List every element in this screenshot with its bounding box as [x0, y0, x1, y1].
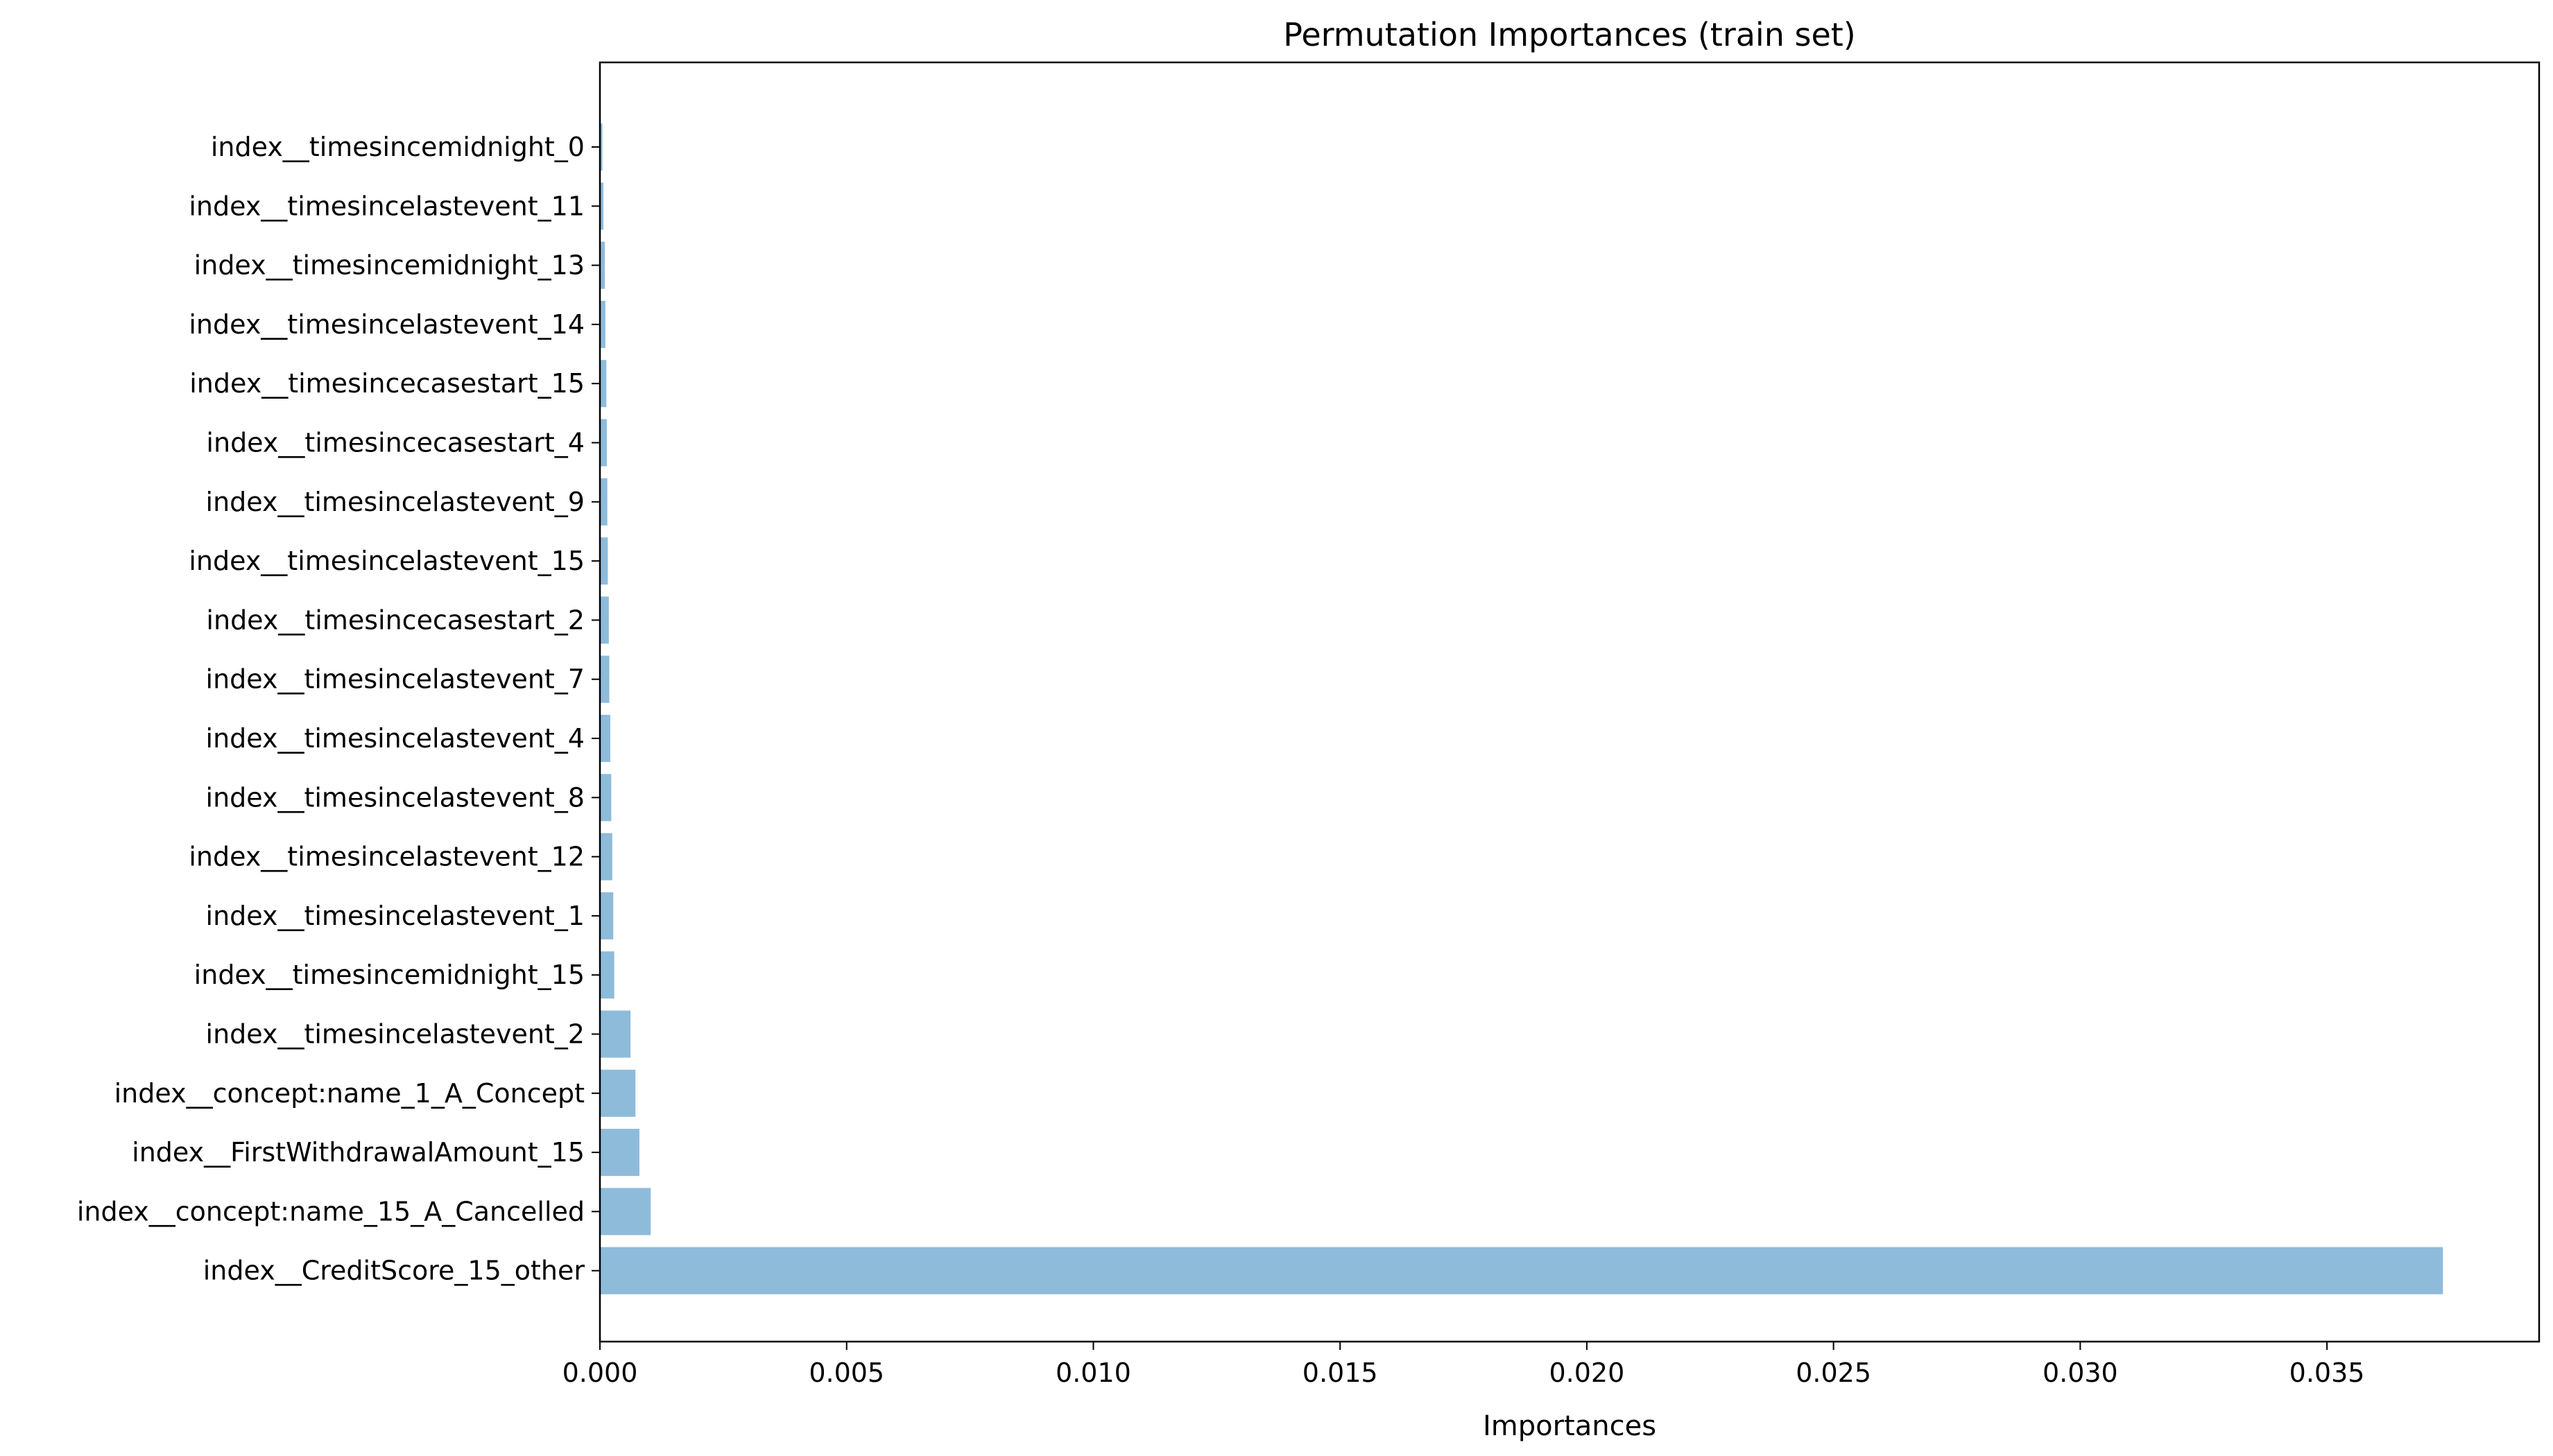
plot-frame: [599, 61, 2541, 1343]
x-axis-label: Importances: [1483, 1410, 1656, 1442]
y-tick-label: index__timesincelastevent_14: [189, 309, 585, 340]
y-axis: index__timesincemidnight_0 index__timesin…: [77, 132, 600, 1286]
bar-18: [600, 1188, 651, 1236]
bar-3: [600, 300, 605, 348]
y-tick-label: index__concept:name_1_A_Concept: [114, 1078, 585, 1109]
bar-1: [600, 182, 603, 230]
bar-6: [600, 478, 608, 526]
y-tick-label: index__FirstWithdrawalAmount_15: [132, 1137, 585, 1168]
x-tick-label: 0.025: [1796, 1358, 1871, 1388]
bar-5: [600, 419, 607, 467]
y-tick-label: index__timesincelastevent_2: [206, 1019, 585, 1050]
x-tick-label: 0.005: [809, 1358, 884, 1388]
y-tick-label: index__timesincecasestart_2: [206, 605, 585, 635]
bar-2: [600, 241, 605, 289]
bar-12: [600, 833, 612, 881]
y-tick-label: index__timesincemidnight_0: [211, 132, 585, 162]
y-tick-label: index__CreditScore_15_other: [203, 1256, 585, 1286]
y-tick-label: index__timesincelastevent_9: [206, 487, 585, 517]
bar-7: [600, 537, 608, 585]
y-tick-label: index__timesincecasestart_15: [189, 368, 585, 399]
y-tick-label: index__timesincelastevent_1: [206, 901, 585, 931]
y-tick-label: index__timesincelastevent_12: [189, 842, 585, 872]
bar-13: [600, 892, 614, 939]
bar-9: [600, 655, 610, 703]
y-tick-label: index__timesincelastevent_4: [206, 723, 585, 754]
y-tick-label: index__timesincelastevent_15: [189, 546, 585, 576]
y-tick-label: index__concept:name_15_A_Cancelled: [77, 1196, 585, 1227]
x-axis: 0.000 0.005 0.010 0.015 0.020 0.025 0.030 0.035: [562, 1342, 2365, 1388]
bar-4: [600, 360, 607, 408]
x-tick-label: 0.020: [1549, 1358, 1625, 1388]
chart-title: Permutation Importances (train set): [1283, 16, 1856, 53]
y-tick-label: index__timesincemidnight_15: [194, 960, 585, 990]
bar-0: [600, 123, 603, 171]
y-tick-label: index__timesincelastevent_8: [206, 782, 585, 813]
x-tick-label: 0.010: [1056, 1358, 1131, 1388]
bar-15: [600, 1010, 631, 1058]
bars-layer: [600, 123, 2443, 1294]
bar-17: [600, 1129, 639, 1177]
y-tick-label: index__timesincelastevent_11: [189, 191, 585, 221]
bar-10: [600, 715, 610, 762]
x-tick-label: 0.000: [562, 1358, 638, 1388]
bar-8: [600, 596, 609, 644]
y-tick-label: index__timesincecasestart_4: [206, 428, 585, 458]
x-tick-label: 0.015: [1303, 1358, 1378, 1388]
x-tick-label: 0.035: [2289, 1358, 2365, 1388]
x-tick-label: 0.030: [2043, 1358, 2118, 1388]
y-tick-label: index__timesincemidnight_13: [194, 250, 585, 281]
y-tick-label: index__timesincelastevent_7: [206, 664, 585, 695]
bar-14: [600, 951, 614, 999]
bar-16: [600, 1069, 636, 1117]
bar-11: [600, 774, 612, 822]
bar-19: [600, 1247, 2443, 1294]
